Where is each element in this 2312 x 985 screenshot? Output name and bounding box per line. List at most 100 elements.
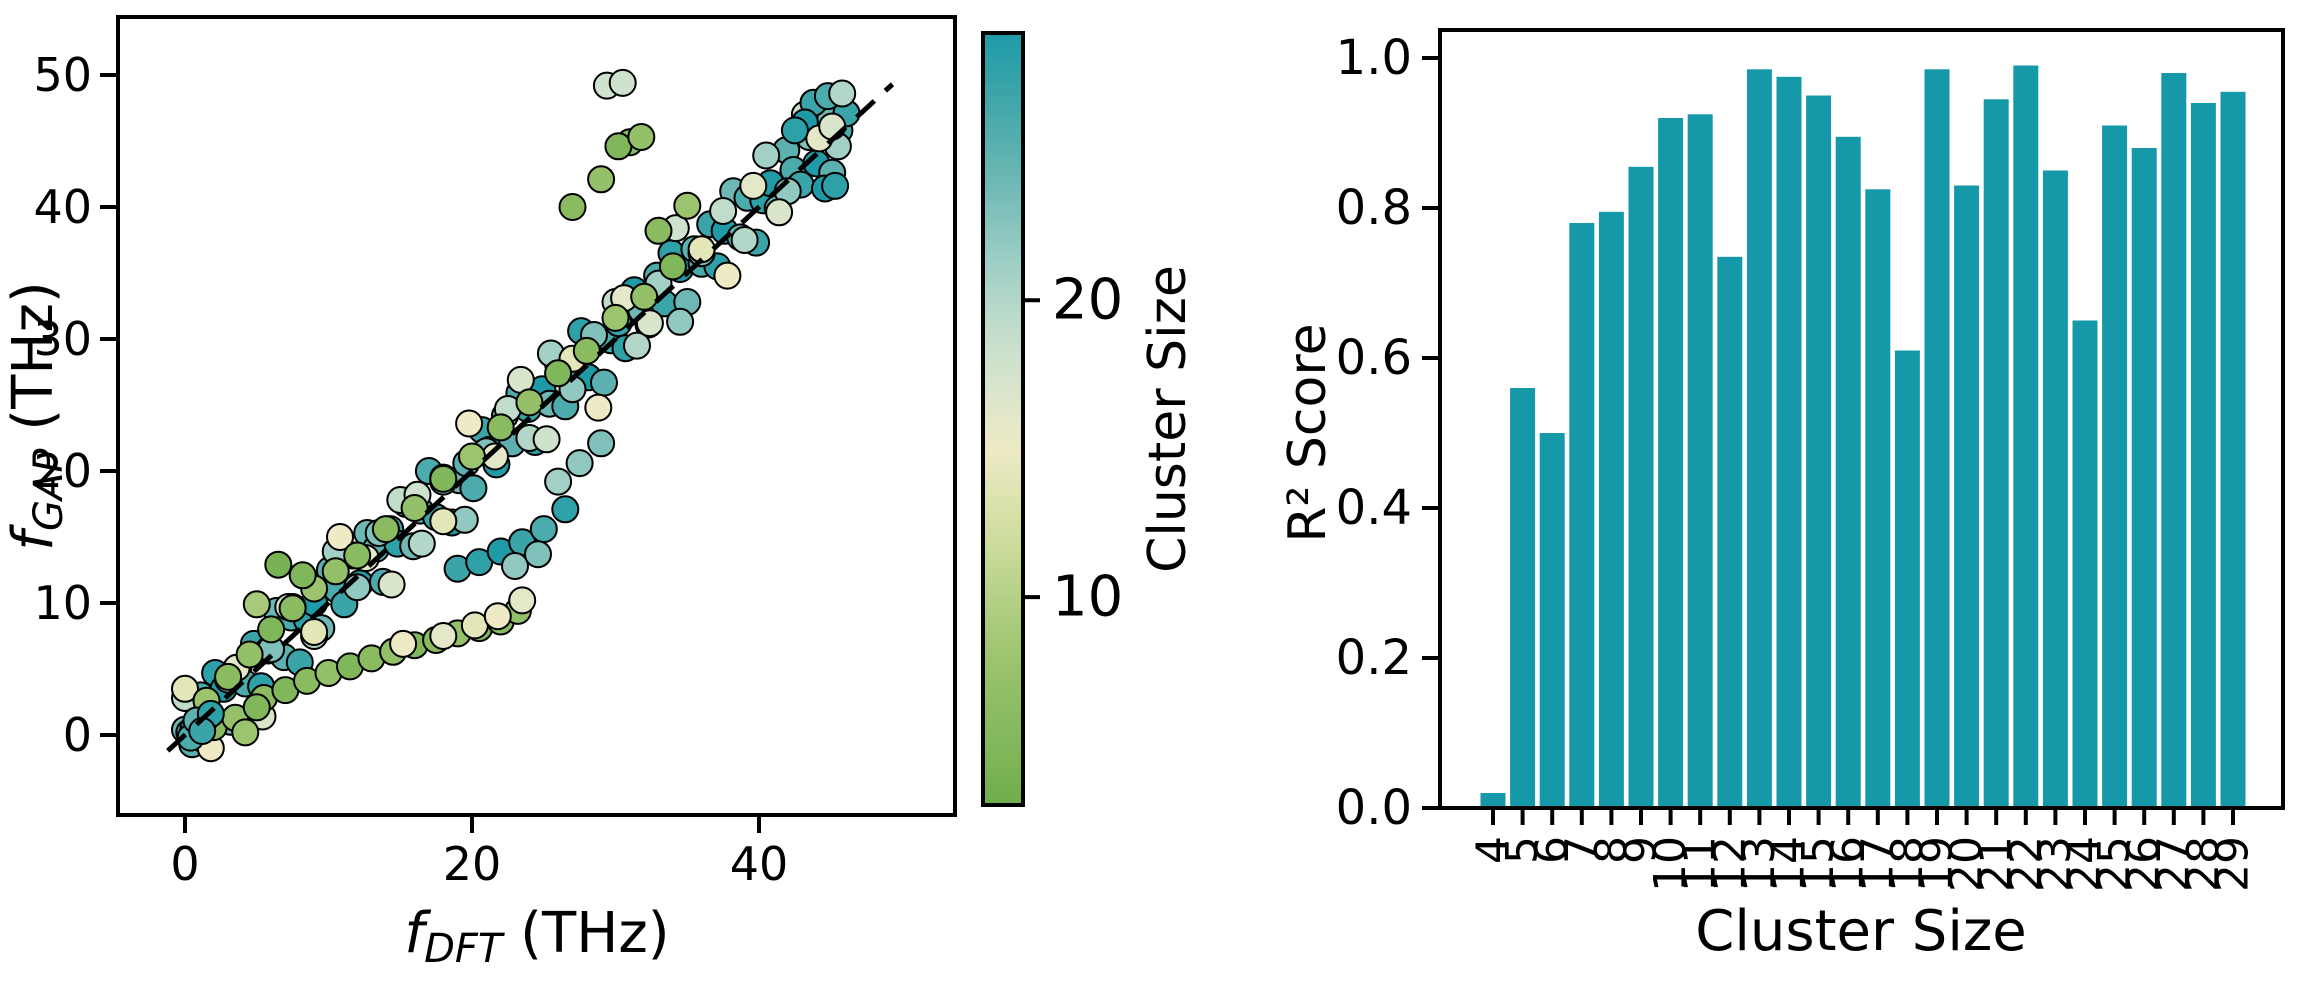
bar-x-tick-label: 5 (1497, 836, 1548, 864)
bar-y-tick-label: 0.2 (1336, 630, 1412, 686)
scatter-point (321, 557, 350, 586)
bar (1480, 793, 1506, 808)
scatter-point (278, 594, 307, 623)
scatter-point (590, 368, 618, 397)
scatter-point (780, 116, 809, 145)
bar-x-tick-label: 18 (1882, 836, 1933, 892)
scatter-point (407, 529, 436, 558)
bar (2161, 73, 2187, 808)
scatter-point (687, 235, 716, 264)
bar-yaxis-label: R² Score (1278, 323, 1338, 542)
bar (1539, 433, 1565, 808)
identity-dashed-line (166, 82, 895, 753)
bar-xaxis-label: Cluster Size (1695, 899, 2027, 964)
scatter-point (171, 674, 199, 703)
colorbar-gradient-bar (981, 31, 1025, 807)
scatter-point (300, 618, 329, 646)
scatter-point (400, 494, 429, 522)
scatter-point (739, 171, 768, 200)
bar-x-tick-label: 9 (1616, 836, 1667, 864)
scatter-point (231, 718, 260, 747)
bar-x-tick-label: 12 (1704, 836, 1755, 892)
colorbar-tick-label: 20 (1052, 268, 1123, 333)
scatter-point (630, 282, 659, 311)
scatter-point (558, 193, 587, 221)
scatter-point (326, 523, 354, 551)
scatter-point (765, 198, 794, 227)
x-tick-label: 0 (170, 837, 199, 891)
scatter-point (242, 590, 271, 619)
scatter-point (524, 540, 552, 569)
scatter-point (572, 336, 601, 365)
bar-y-tick-label: 0.4 (1336, 480, 1412, 536)
scatter-point (257, 615, 286, 644)
bar-x-tick-label: 4 (1468, 836, 1519, 864)
scatter-point (752, 141, 781, 170)
scatter-point (486, 413, 515, 442)
scatter-point (673, 191, 702, 220)
y-tick-label: 40 (33, 180, 92, 234)
bar-x-tick-label: 20 (1941, 836, 1992, 892)
scatter-point (377, 570, 406, 599)
scatter-point (601, 303, 630, 332)
bar (2131, 148, 2157, 808)
bar (1776, 76, 1802, 809)
bar-x-tick-label: 6 (1527, 836, 1578, 864)
x-tick-label: 40 (730, 837, 789, 891)
scatter-point (264, 550, 293, 579)
scatter-point (483, 602, 512, 631)
scatter-point (565, 449, 594, 478)
bar (1569, 223, 1595, 808)
bar (1806, 95, 1832, 808)
scatter-point (242, 693, 271, 722)
scatter-point (529, 515, 558, 544)
scatter-plot: 0 20 40 0 10 20 30 40 50 fDFT (THz) fGAP (THz) (1, 15, 957, 972)
bar (1835, 136, 1861, 809)
scatter-point (544, 467, 573, 496)
scatter-point (587, 429, 616, 458)
bar (1865, 189, 1891, 809)
bar-x-tick-label: 29 (2208, 836, 2259, 892)
x-tick-label: 20 (443, 837, 502, 891)
colorbar: 10 20 Cluster Size (981, 31, 1198, 807)
scatter-point (501, 552, 529, 580)
bar-x-tick-label: 28 (2178, 836, 2229, 892)
scatter-point (429, 622, 458, 650)
scatter-point (429, 507, 458, 536)
bar-x-tick-label: 24 (2060, 836, 2111, 892)
identity-line (166, 82, 895, 753)
scatter-point (551, 495, 580, 524)
bar-x-tick-label: 7 (1556, 836, 1607, 864)
bar (2042, 170, 2068, 808)
bar-x-tick-label: 27 (2148, 836, 2199, 892)
bar-x-tick-label: 21 (1971, 836, 2022, 892)
bar-y-tick-label: 0.8 (1336, 180, 1412, 236)
y-tick-label: 0 (63, 708, 92, 762)
scatter-point (389, 629, 418, 658)
bar-ticks-group: 4567891011121314151617181920212223242526… (1336, 30, 2259, 892)
bar-x-tick-label: 13 (1734, 836, 1785, 892)
scatter-point (821, 171, 850, 200)
scatter-point (644, 216, 673, 245)
colorbar-tick-label: 10 (1052, 565, 1123, 630)
bar (1983, 99, 2009, 809)
bar-x-tick-label: 14 (1764, 836, 1815, 892)
scatter-point (713, 261, 742, 290)
scatter-point (214, 662, 243, 691)
bar (2072, 320, 2098, 808)
bar (1746, 69, 1772, 809)
y-tick-label: 20 (33, 444, 92, 498)
bar-x-tick-label: 10 (1645, 836, 1696, 892)
bar-x-tick-label: 16 (1823, 836, 1874, 892)
scatter-point (818, 112, 847, 141)
scatter-point (627, 123, 656, 151)
bar-x-tick-label: 26 (2119, 836, 2170, 892)
bar-chart: 4567891011121314151617181920212223242526… (1278, 28, 2285, 964)
bar-x-tick-label: 15 (1793, 836, 1844, 892)
scatter-point (608, 68, 637, 97)
scatter-point (371, 515, 400, 544)
y-tick-label: 50 (33, 48, 92, 102)
bar (1598, 211, 1624, 809)
